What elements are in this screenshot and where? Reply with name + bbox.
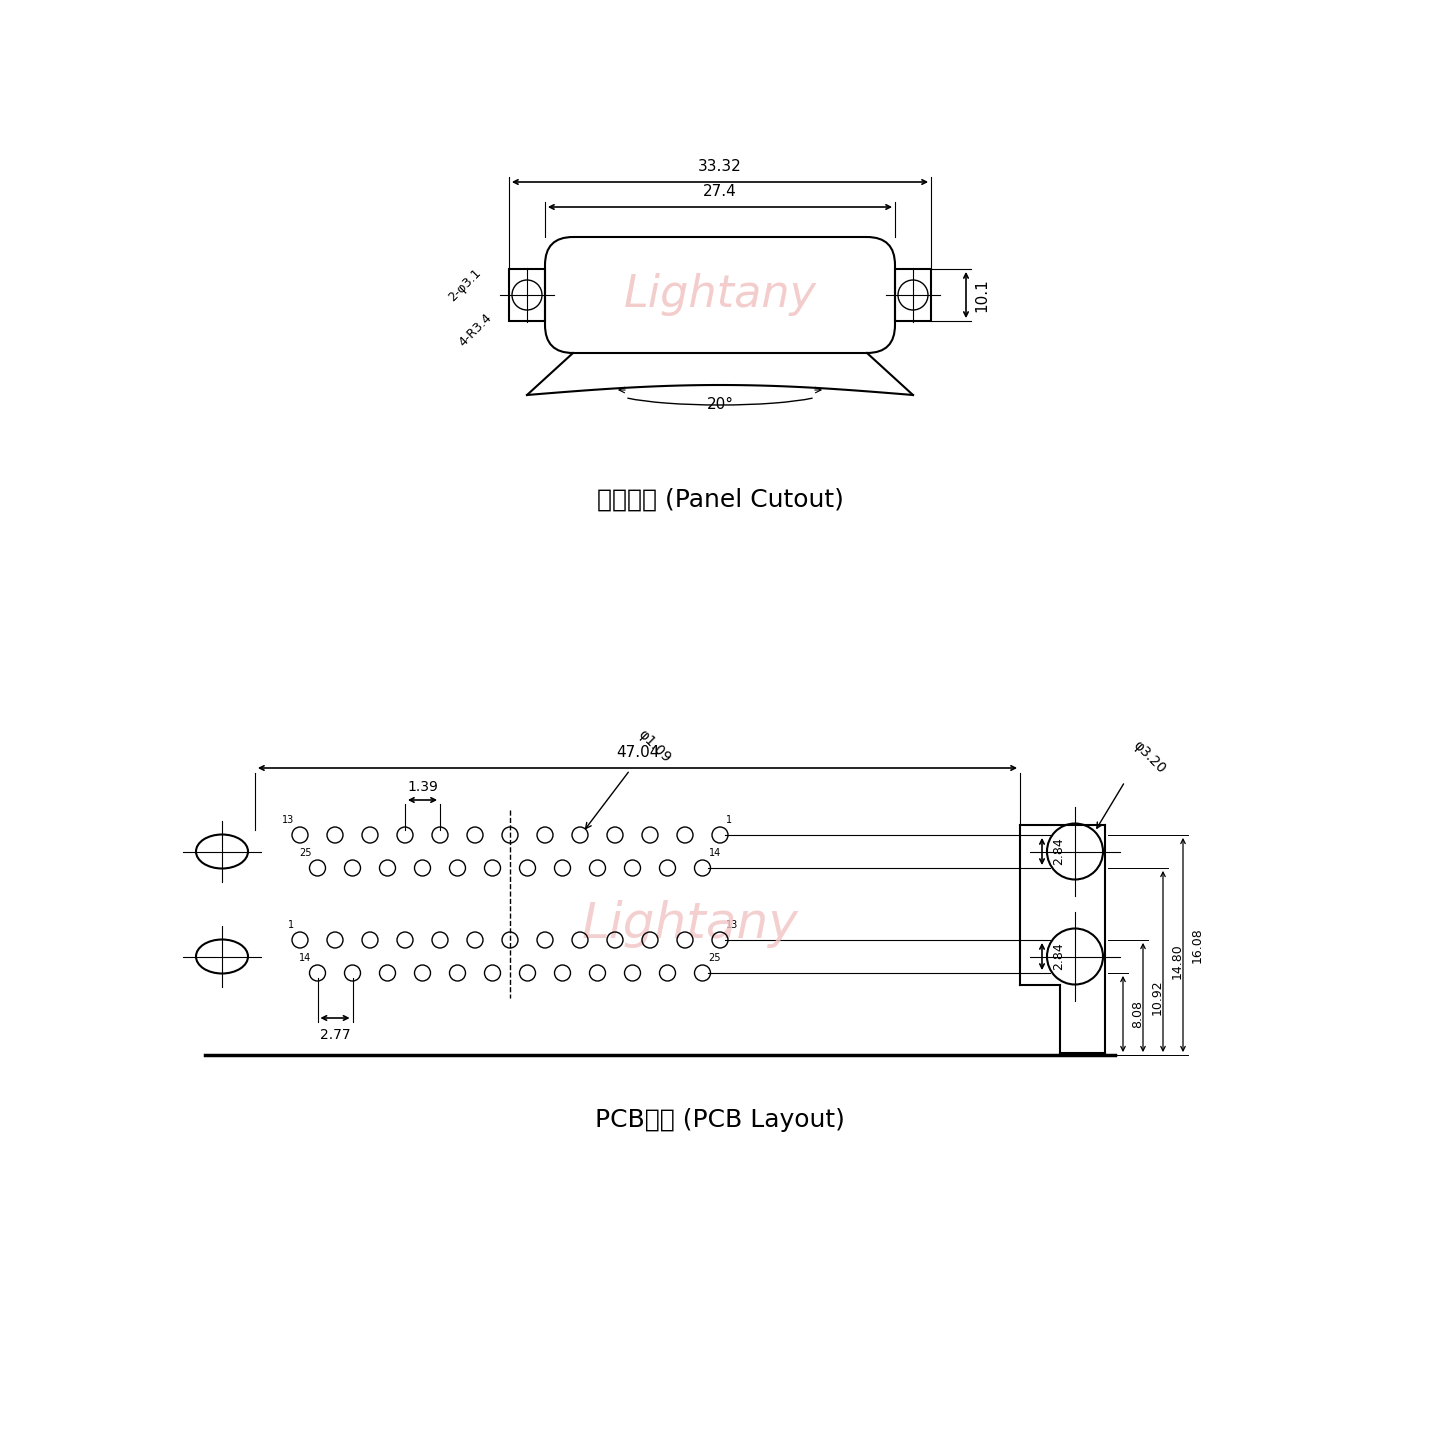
Text: Lightany: Lightany [624, 274, 816, 317]
Bar [896, 269, 932, 321]
Text: 25: 25 [708, 953, 721, 963]
Text: φ3.20: φ3.20 [1130, 739, 1168, 776]
Text: 1.39: 1.39 [408, 780, 438, 793]
Text: 33.32: 33.32 [698, 158, 742, 174]
Text: 2.84: 2.84 [1053, 838, 1066, 865]
Text: 2.77: 2.77 [320, 1028, 350, 1043]
Text: 13: 13 [282, 815, 294, 825]
Text: 14.80: 14.80 [1171, 943, 1184, 979]
Text: 4-R3.4: 4-R3.4 [456, 311, 494, 348]
Text: 1: 1 [288, 920, 294, 930]
Text: 8.08: 8.08 [1130, 999, 1143, 1028]
Text: 14: 14 [300, 953, 311, 963]
Text: 1: 1 [726, 815, 732, 825]
Text: 14: 14 [708, 848, 721, 858]
Text: Lightany: Lightany [582, 900, 798, 948]
Text: 47.04: 47.04 [616, 744, 660, 760]
Text: 20°: 20° [707, 397, 733, 412]
Text: 10.1: 10.1 [973, 278, 989, 312]
Text: PCB布局 (PCB Layout): PCB布局 (PCB Layout) [595, 1107, 845, 1132]
Bar [508, 269, 544, 321]
Text: 2.84: 2.84 [1053, 943, 1066, 971]
Text: 27.4: 27.4 [703, 184, 737, 199]
Text: 16.08: 16.08 [1191, 927, 1204, 963]
Text: 面板开孔 (Panel Cutout): 面板开孔 (Panel Cutout) [596, 488, 844, 513]
Text: 10.92: 10.92 [1151, 979, 1164, 1015]
Text: 2-φ3.1: 2-φ3.1 [446, 266, 484, 304]
Text: 13: 13 [726, 920, 739, 930]
Text: 25: 25 [300, 848, 311, 858]
Text: φ1.09: φ1.09 [635, 727, 672, 765]
